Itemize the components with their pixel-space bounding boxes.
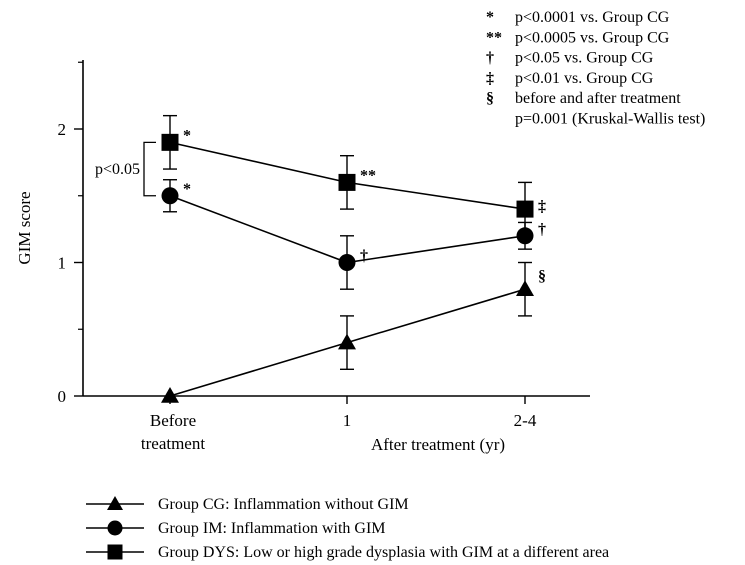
- note-text: p=0.001 (Kruskal-Wallis test): [515, 111, 705, 128]
- note-text: p<0.01 vs. Group CG: [515, 70, 654, 87]
- significance-mark: §: [538, 268, 546, 285]
- legend-label: Group IM: Inflammation with GIM: [158, 520, 386, 537]
- y-tick-label: 0: [58, 387, 67, 406]
- significance-mark: *: [183, 181, 191, 198]
- bracket-line: [143, 141, 156, 197]
- x-tick-label: 1: [343, 411, 352, 430]
- square-marker: [161, 133, 179, 151]
- triangle-marker: [338, 333, 356, 350]
- square-marker: [107, 544, 123, 560]
- note-text: p<0.0001 vs. Group CG: [515, 9, 670, 26]
- note-text: p<0.05 vs. Group CG: [515, 50, 654, 67]
- series-layer: §*††***‡: [161, 114, 546, 403]
- x-axis-label: After treatment (yr): [371, 435, 505, 454]
- note-symbol: §: [486, 90, 494, 107]
- triangle-marker: [161, 387, 179, 403]
- series-circle: * † †: [161, 179, 546, 290]
- note-symbol: **: [486, 29, 502, 46]
- significance-mark: †: [360, 248, 368, 265]
- circle-marker: [107, 520, 123, 536]
- note-symbol: *: [486, 9, 494, 26]
- circle-marker: [338, 254, 356, 271]
- x-tick-label: treatment: [141, 434, 205, 453]
- series-square: ***‡: [161, 114, 546, 237]
- circle-marker: [161, 187, 179, 205]
- significance-notes: * p<0.0001 vs. Group CG ** p<0.0005 vs. Gro…: [486, 9, 705, 128]
- legend: Group CG: Inflammation without GIM Group …: [86, 496, 609, 561]
- y-tick-label: 1: [58, 254, 67, 273]
- square-marker: [516, 200, 534, 218]
- y-axis-label: GIM score: [15, 191, 34, 264]
- note-symbol: ‡: [486, 70, 494, 87]
- note-symbol: †: [486, 50, 494, 67]
- legend-label: Group CG: Inflammation without GIM: [158, 496, 409, 513]
- note-text: p<0.0005 vs. Group CG: [515, 29, 670, 46]
- significance-mark: †: [538, 221, 546, 238]
- bracket-label: p<0.05: [95, 161, 140, 178]
- p-bracket: p<0.05: [95, 141, 156, 197]
- x-tick-label: Before: [150, 411, 196, 430]
- series-triangle: §: [161, 261, 546, 403]
- significance-mark: **: [360, 167, 376, 184]
- square-marker: [338, 173, 356, 191]
- significance-mark: *: [183, 127, 191, 144]
- y-tick-label: 2: [58, 120, 67, 139]
- x-tick-label: 2-4: [514, 411, 537, 430]
- note-text: before and after treatment: [515, 90, 681, 107]
- significance-mark: ‡: [538, 198, 546, 215]
- axes: 0 1 2 Before treatment 1 2-4 After treatment (y…: [15, 60, 590, 454]
- triangle-marker: [516, 280, 534, 296]
- triangle-marker: [107, 496, 123, 510]
- legend-label: Group DYS: Low or high grade dysplasia w…: [158, 544, 609, 561]
